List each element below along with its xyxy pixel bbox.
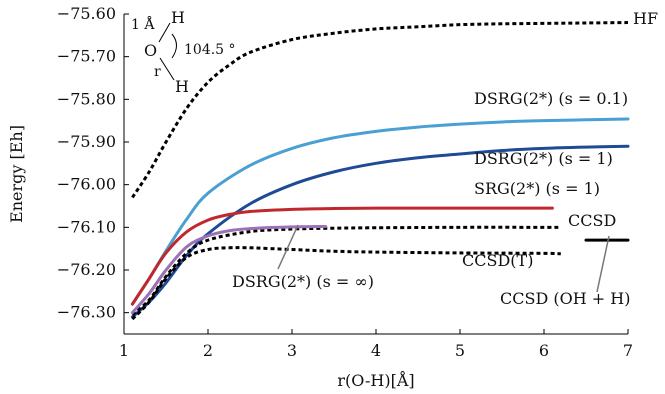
series-label-dsrg-2-s-0-1: DSRG(2*) (s = 0.1) [474, 89, 628, 108]
series-line-ccsd-t [131, 246, 561, 321]
dsrg-inf-leader-line [277, 224, 299, 270]
y-tick-label: −75.60 [57, 4, 116, 23]
x-tick-label: 3 [287, 341, 297, 360]
x-axis-label: r(O-H)[Å] [337, 370, 414, 390]
top-hydrogen-atom: H [171, 8, 185, 27]
y-tick-label: −76.00 [57, 175, 116, 194]
bond-angle-arc [171, 33, 177, 59]
bond-angle-label: 104.5 ° [184, 42, 236, 58]
series-label-dsrg-2-s: DSRG(2*) (s = ∞) [232, 272, 374, 291]
x-tick-label: 6 [539, 341, 549, 360]
bottom-hydrogen-atom: H [175, 77, 189, 96]
x-tick-label: 5 [455, 341, 465, 360]
ccsd-oh-h-leader-line [596, 235, 610, 293]
series-line-ccsd [131, 225, 561, 316]
series-labels: HF DSRG(2*) (s = 0.1) DSRG(2*) (s = 1) SRG(… [232, 9, 658, 308]
series-label-ccsd-t: CCSD(T) [462, 251, 533, 270]
x-tick-label: 7 [623, 341, 633, 360]
oxygen-atom: O [144, 41, 157, 60]
series-label-hf: HF [633, 9, 658, 28]
y-tick-label: −75.70 [57, 47, 116, 66]
series-label-ccsd-oh-h: CCSD (OH + H) [500, 289, 630, 308]
oh-bond-top [158, 22, 171, 43]
series-label-srg-2-s-1: SRG(2*) (s = 1) [474, 179, 600, 198]
bond-length-label: 1 Å [131, 15, 155, 33]
series-label-ccsd: CCSD [568, 211, 616, 230]
x-tick-label: 4 [371, 341, 381, 360]
y-tick-label: −75.90 [57, 132, 116, 151]
series-line-dsrg-2-s-1 [130, 144, 630, 319]
series-line-dsrg-2-s-0-1 [130, 117, 630, 306]
y-tick-label: −76.30 [57, 303, 116, 322]
x-tick-label: 2 [203, 341, 213, 360]
axes: 1 2 3 4 5 6 7 −75.60 −75.70 −75.80 −75.90 −76.00 −76… [7, 4, 633, 390]
series-label-dsrg-2-s-1: DSRG(2*) (s = 1) [474, 149, 613, 168]
x-tick-label: 1 [119, 341, 129, 360]
bond-variable-label: r [154, 64, 161, 80]
y-tick-label: −76.20 [57, 260, 116, 279]
y-tick-label: −76.10 [57, 217, 116, 236]
y-tick-label: −75.80 [57, 89, 116, 108]
molecule-inset: 1 Å HO 104.5 °rH [131, 8, 236, 96]
y-axis-label: Energy [Eh] [7, 125, 26, 223]
series-line-hf [131, 21, 629, 199]
series-line-srg-2-s-1 [130, 206, 554, 306]
series-layer [130, 21, 630, 321]
oh-bond-bottom [159, 57, 175, 81]
series-line-dsrg-2-s [130, 224, 328, 315]
